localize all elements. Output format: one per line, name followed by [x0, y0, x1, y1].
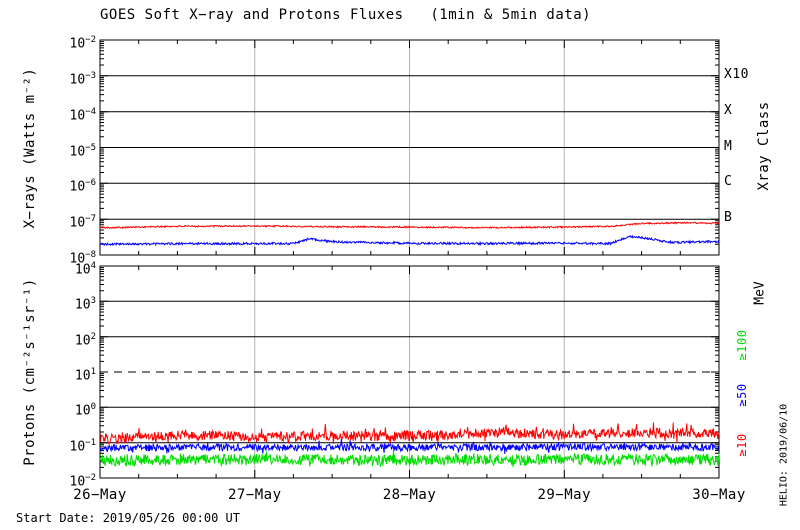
x-tick-label: 29−May: [537, 487, 592, 503]
protons-y-tick-label: 10−1: [69, 437, 97, 454]
xray-y-tick-label: 10−8: [69, 250, 97, 267]
protons-ge50MeV-trace: [99, 438, 719, 455]
xray-class-label: B: [724, 210, 733, 226]
xray-y-tick-label: 10−2: [69, 35, 97, 52]
protons-ge100MeV-trace: [99, 450, 720, 468]
protons-ge10MeV-trace: [99, 422, 720, 445]
protons-y-tick-label: 101: [74, 367, 96, 384]
mev-axis-title: MeV: [752, 281, 768, 305]
x-tick-label: 27−May: [227, 487, 282, 503]
protons-y-axis-title: Protons (cm⁻²s⁻¹sr⁻¹): [22, 278, 38, 466]
xray-y-tick-label: 10−4: [69, 106, 97, 123]
credit-text: HELIO: 2019/06/10: [778, 403, 790, 507]
chart-title: GOES Soft X−ray and Protons Fluxes (1min…: [100, 7, 592, 23]
xray-class-label: X: [724, 102, 733, 118]
xray-y-tick-label: 10−6: [69, 178, 97, 195]
x-tick-label: 30−May: [692, 487, 746, 503]
xray-y-tick-label: 10−7: [69, 214, 97, 231]
x-tick-label: 26−May: [73, 487, 127, 503]
xray-short-05-4A-trace: [99, 234, 720, 247]
proton-energy-label: ≥100: [735, 329, 749, 361]
start-date-label: Start Date: 2019/05/26 00:00 UT: [16, 511, 240, 525]
xray-class-label: C: [724, 174, 733, 190]
protons-y-tick-label: 102: [74, 331, 96, 348]
protons-y-tick-label: 103: [74, 296, 96, 313]
xray-class-label: M: [724, 138, 733, 154]
xray-class-label: X10: [724, 66, 749, 82]
xray-long-1-8A-trace: [99, 221, 720, 230]
xray-y-tick-label: 10−5: [69, 142, 97, 159]
xray-y-tick-label: 10−3: [69, 70, 97, 88]
x-tick-label: 28−May: [382, 487, 437, 503]
protons-y-tick-label: 104: [74, 261, 96, 278]
proton-energy-label: ≥10: [735, 433, 749, 457]
xray-class-axis-title: Xray Class: [756, 101, 772, 191]
protons-y-tick-label: 100: [74, 402, 96, 419]
proton-energy-label: ≥50: [735, 383, 749, 407]
protons-y-tick-label: 10−2: [69, 473, 97, 490]
xray-y-axis-title: X−rays (Watts m⁻²): [22, 67, 38, 229]
